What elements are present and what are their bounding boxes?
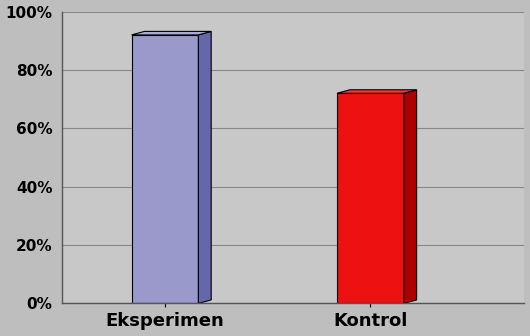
Polygon shape [198, 31, 211, 303]
Polygon shape [404, 90, 417, 303]
FancyBboxPatch shape [337, 93, 404, 303]
Polygon shape [337, 90, 417, 93]
FancyBboxPatch shape [131, 35, 198, 303]
Polygon shape [131, 31, 211, 35]
